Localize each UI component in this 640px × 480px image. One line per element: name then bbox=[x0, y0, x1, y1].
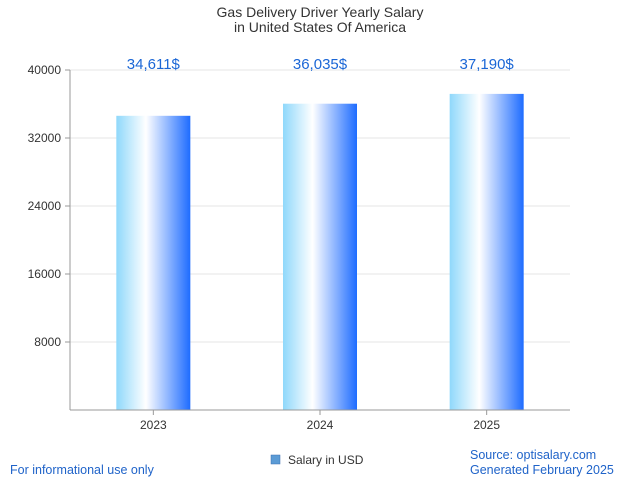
bars bbox=[116, 93, 524, 410]
y-axis-ticks: 8000 16000 24000 32000 40000 bbox=[28, 63, 70, 349]
bar-value-label: 34,611$ bbox=[127, 56, 181, 73]
legend-label: Salary in USD bbox=[288, 453, 364, 467]
chart-title: Gas Delivery Driver Yearly Salary bbox=[217, 4, 424, 20]
legend-swatch bbox=[270, 454, 281, 465]
legend: Salary in USD bbox=[270, 453, 364, 467]
y-tick-label: 16000 bbox=[28, 267, 62, 281]
bar-value-label: 36,035$ bbox=[293, 56, 348, 73]
x-axis-ticks: 2023 2024 2025 bbox=[140, 410, 500, 432]
footer-source: Source: optisalary.com bbox=[470, 448, 596, 462]
footer-disclaimer: For informational use only bbox=[10, 463, 155, 477]
bar bbox=[116, 115, 191, 410]
y-tick-label: 32000 bbox=[28, 131, 62, 145]
y-tick-label: 24000 bbox=[28, 199, 62, 213]
chart-subtitle: in United States Of America bbox=[234, 19, 406, 35]
y-tick-label: 8000 bbox=[34, 335, 61, 349]
bar bbox=[449, 93, 524, 410]
x-tick-label: 2024 bbox=[307, 418, 334, 432]
x-tick-label: 2023 bbox=[140, 418, 167, 432]
y-tick-label: 40000 bbox=[28, 63, 62, 77]
footer-generated: Generated February 2025 bbox=[470, 463, 614, 477]
bar bbox=[283, 103, 357, 410]
bar-value-label: 37,190$ bbox=[460, 56, 515, 73]
x-tick-label: 2025 bbox=[473, 418, 500, 432]
bar-value-labels: 34,611$ 36,035$ 37,190$ bbox=[127, 56, 515, 73]
